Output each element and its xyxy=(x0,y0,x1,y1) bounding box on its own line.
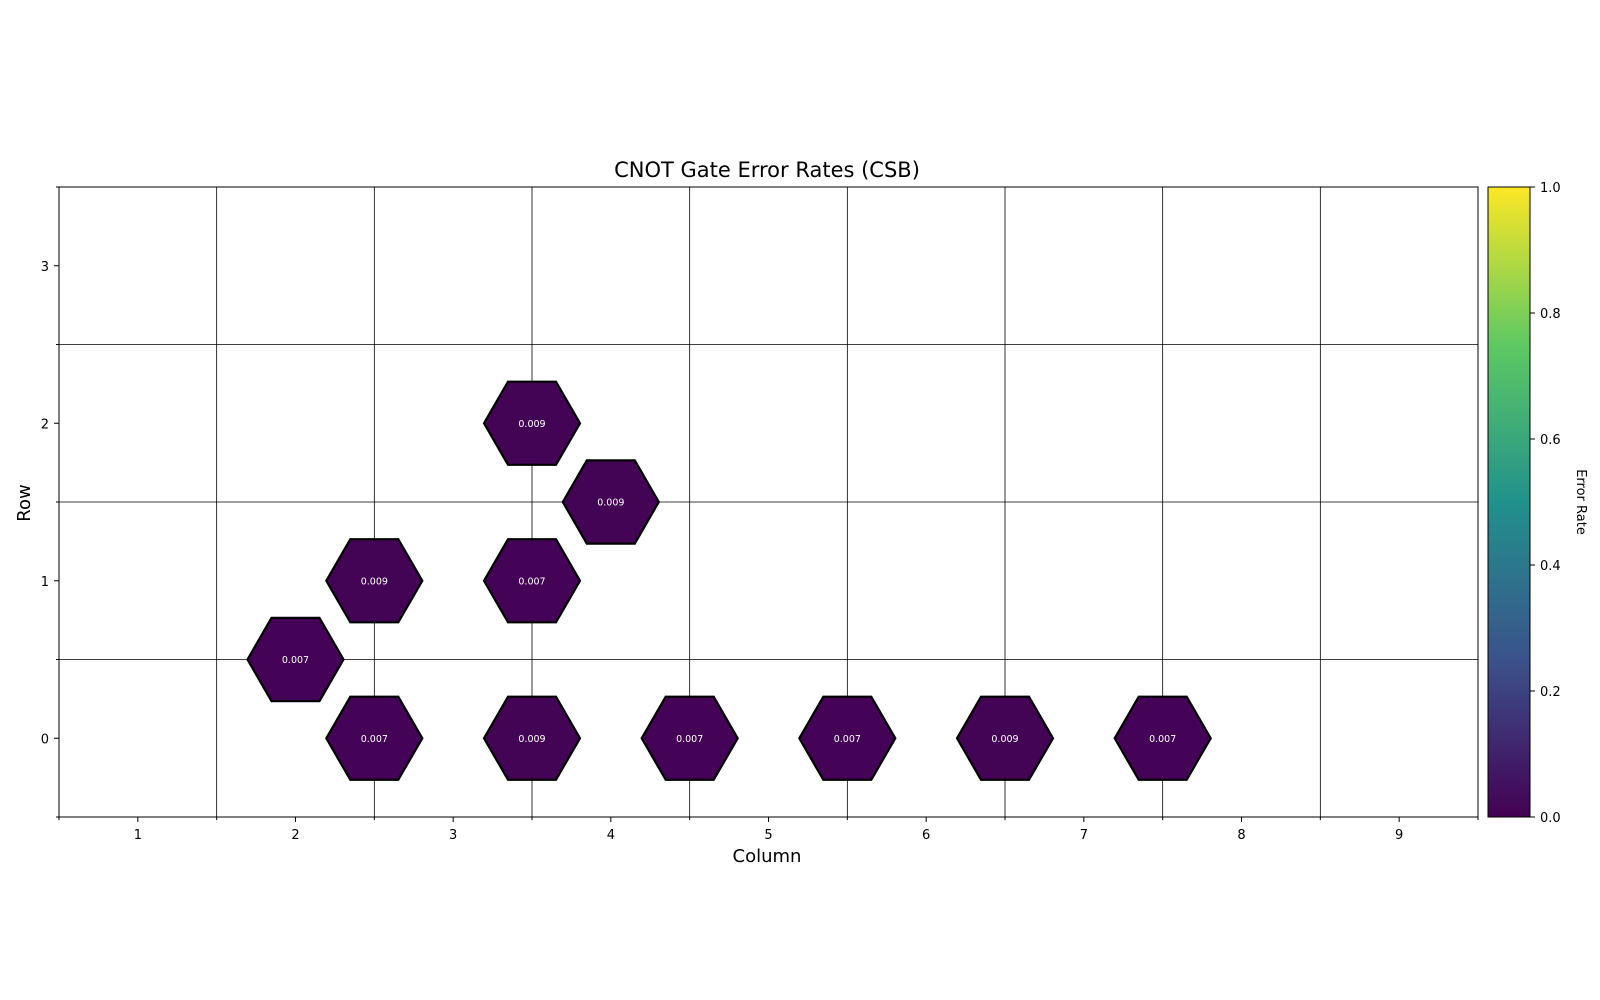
y-axis-label: Row xyxy=(14,484,35,521)
hex-cell-value: 0.007 xyxy=(834,734,861,745)
colorbar-tick-label: 0.2 xyxy=(1540,685,1561,700)
hex-cell-value: 0.007 xyxy=(676,734,703,745)
colorbar xyxy=(1487,186,1531,818)
hex-cell xyxy=(561,459,661,545)
hex-cell xyxy=(955,695,1055,781)
hex-cell-value: 0.009 xyxy=(991,734,1018,745)
x-tick-label: 1 xyxy=(134,828,142,843)
x-tick-label: 2 xyxy=(291,828,299,843)
x-tick-label: 4 xyxy=(607,828,615,843)
hex-cell-value: 0.007 xyxy=(361,734,388,745)
x-tick-label: 3 xyxy=(449,828,457,843)
hex-cell xyxy=(482,538,582,624)
hex-cell xyxy=(798,695,897,781)
hex-cell-value: 0.009 xyxy=(597,498,624,509)
hex-cell xyxy=(482,695,582,781)
grid-lines xyxy=(59,187,1478,817)
hex-cell xyxy=(325,538,424,624)
x-tick-label: 9 xyxy=(1395,828,1403,843)
hex-cell-value: 0.009 xyxy=(518,734,545,745)
hex-cell xyxy=(246,616,345,703)
hex-cell-value: 0.007 xyxy=(1149,734,1176,745)
hex-cell-value: 0.007 xyxy=(518,576,545,587)
hex-cell xyxy=(1113,695,1212,781)
y-tick-label: 0 xyxy=(41,732,49,747)
hex-cell-value: 0.009 xyxy=(518,419,545,430)
y-tick-label: 3 xyxy=(41,260,49,275)
colorbar-label: Error Rate xyxy=(1573,469,1588,535)
x-tick-label: 5 xyxy=(764,828,772,843)
hex-cell-value: 0.009 xyxy=(361,576,388,587)
colorbar-tick-label: 0.4 xyxy=(1540,559,1561,574)
y-tick-label: 2 xyxy=(41,417,49,432)
chart-title: CNOT Gate Error Rates (CSB) xyxy=(614,158,920,182)
hex-cell xyxy=(482,380,582,466)
x-axis-label: Column xyxy=(733,846,802,867)
x-tick-label: 7 xyxy=(1080,828,1088,843)
hex-cell xyxy=(640,695,739,781)
x-axis-ticks: 1 2 3 4 5 6 7 8 9 xyxy=(58,817,1479,843)
y-tick-label: 1 xyxy=(41,575,49,590)
colorbar-ticks: 0.0 0.2 0.4 0.6 0.8 1.0 xyxy=(1530,181,1561,826)
colorbar-tick-label: 0.0 xyxy=(1540,811,1561,826)
colorbar-tick-label: 0.8 xyxy=(1540,307,1561,322)
x-tick-label: 6 xyxy=(922,828,930,843)
hex-cells: 0.007 0.009 0.007 0.007 0.009 0.007 0.007 0.009… xyxy=(246,380,1212,781)
y-axis-ticks: 0 1 2 3 xyxy=(41,186,59,818)
x-tick-label: 8 xyxy=(1237,828,1245,843)
hex-cell xyxy=(325,695,424,781)
colorbar-tick-label: 1.0 xyxy=(1540,181,1561,196)
colorbar-tick-label: 0.6 xyxy=(1540,433,1561,448)
hex-cell-value: 0.007 xyxy=(282,655,309,666)
